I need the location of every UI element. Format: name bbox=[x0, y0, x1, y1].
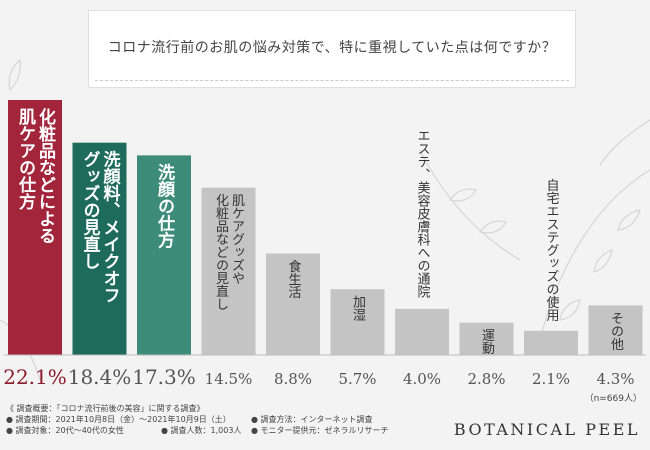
value-label-4: 14.5% bbox=[205, 370, 253, 388]
category-label-4: 化粧品などの見直し bbox=[213, 194, 229, 311]
bar-7 bbox=[395, 308, 449, 355]
bar-6 bbox=[330, 289, 385, 355]
survey-target: ● 調査対象：20代〜40代の女性 bbox=[6, 426, 124, 435]
bar-2 bbox=[72, 142, 127, 355]
value-label-2: 18.4% bbox=[68, 365, 132, 389]
category-label-1: 化粧品などによる bbox=[35, 107, 56, 244]
bar-8 bbox=[459, 322, 514, 355]
value-label-7: 4.0% bbox=[403, 370, 441, 388]
survey-count: ● 調査人数：1,003人 bbox=[161, 426, 242, 435]
category-label-2: グッズの見直し bbox=[80, 151, 102, 270]
category-label-5: 食生活 bbox=[286, 259, 302, 299]
value-label-5: 8.8% bbox=[274, 370, 312, 388]
sample-size-note: （n=669人） bbox=[584, 394, 642, 404]
bar-3 bbox=[137, 155, 191, 355]
bar-9 bbox=[524, 330, 578, 355]
value-label-3: 17.3% bbox=[132, 365, 196, 389]
value-label-1: 22.1% bbox=[3, 365, 67, 389]
category-label-1: 肌ケアの仕方 bbox=[15, 108, 37, 210]
value-label-10: 4.3% bbox=[596, 370, 634, 388]
bar-10 bbox=[588, 305, 643, 355]
category-label-3: 洗顔の仕方 bbox=[154, 162, 176, 248]
category-label-10: その他 bbox=[608, 311, 624, 351]
category-label-8: 運動 bbox=[479, 329, 495, 356]
value-label-8: 2.8% bbox=[467, 370, 505, 388]
category-label-4: 肌ケアグッズや bbox=[229, 194, 245, 285]
survey-method: ● 調査方法：インターネット調査 bbox=[251, 415, 373, 424]
survey-period: ● 調査期間：2021年10月8日（金）〜2021年10月9日（土） bbox=[6, 415, 231, 424]
bar-4 bbox=[201, 187, 256, 355]
bar-5 bbox=[266, 253, 320, 355]
category-label-2: 洗顔料、メイクオフ bbox=[100, 150, 122, 304]
question-title-box: コロナ流行前のお肌の悩み対策で、特に重視していた点は何ですか？ bbox=[88, 10, 576, 88]
survey-provider: ● モニター提供元：ゼネラルリサーチ bbox=[251, 426, 389, 435]
category-label-9: 自宅エステグッズの使用 bbox=[544, 179, 560, 323]
page-title: コロナ流行前のお肌の悩み対策で、特に重視していた点は何ですか？ bbox=[107, 40, 557, 56]
brand-logo: BOTANICAL PEEL bbox=[453, 420, 640, 439]
category-label-6: 加湿 bbox=[350, 295, 366, 321]
value-label-9: 2.1% bbox=[532, 370, 570, 388]
value-label-6: 5.7% bbox=[338, 370, 376, 388]
survey-footer: 《 調査概要：「コロナ流行前後の美容」に関する調査》 ● 調査期間：2021年1… bbox=[6, 403, 426, 436]
category-label-7: エステ、美容皮膚科への通院 bbox=[415, 129, 431, 298]
survey-overview: 《 調査概要：「コロナ流行前後の美容」に関する調査》 bbox=[6, 404, 205, 413]
bar-1 bbox=[8, 100, 62, 355]
